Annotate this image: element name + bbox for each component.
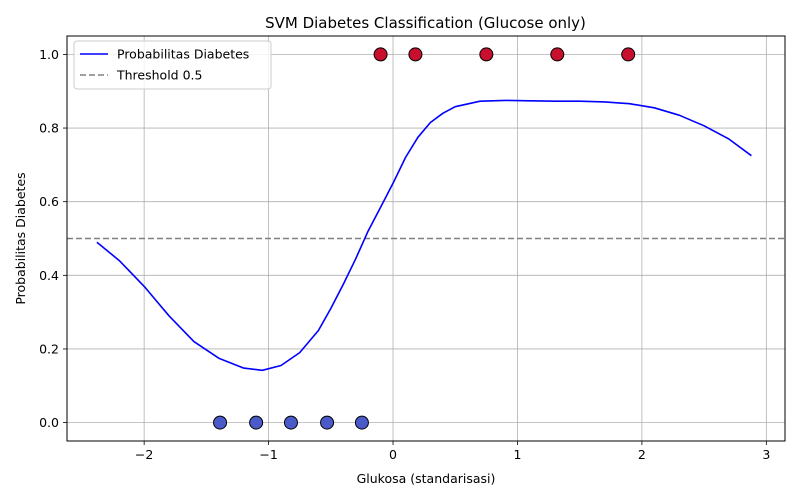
non-diabetes-point <box>283 415 298 430</box>
x-tick-label: 2 <box>638 447 646 462</box>
diabetes-point <box>550 47 565 62</box>
y-axis-label: Probabilitas Diabetes <box>13 172 28 304</box>
y-tick-label: 0.4 <box>39 268 59 283</box>
y-tick-label: 0.0 <box>39 415 59 430</box>
x-tick-label: 1 <box>513 447 521 462</box>
legend-label-threshold: Threshold 0.5 <box>116 68 202 83</box>
diabetes-point <box>479 47 494 62</box>
x-tick-label: 0 <box>389 447 397 462</box>
non-diabetes-point <box>249 415 264 430</box>
non-diabetes-point <box>213 415 228 430</box>
non-diabetes-point <box>320 415 335 430</box>
plot-frame <box>66 35 786 442</box>
x-tick-label: −2 <box>135 447 153 462</box>
x-axis-ticks: −2 −1 0 1 2 3 <box>135 441 770 462</box>
legend-label-probability: Probabilitas Diabetes <box>117 47 249 62</box>
legend: Probabilitas Diabetes Threshold 0.5 <box>73 40 272 90</box>
x-axis-label: Glukosa (standarisasi) <box>357 471 496 486</box>
diabetes-point <box>408 47 423 62</box>
diabetes-point <box>373 47 388 62</box>
x-tick-label: −1 <box>259 447 277 462</box>
legend-box <box>73 40 272 90</box>
y-tick-label: 0.2 <box>39 341 59 356</box>
y-axis-ticks: 0.0 0.2 0.4 0.6 0.8 1.0 <box>39 47 67 430</box>
points-layer <box>213 47 636 430</box>
diabetes-point <box>621 47 636 62</box>
curve-layer <box>96 99 752 372</box>
x-tick-label: 3 <box>762 447 770 462</box>
y-tick-label: 1.0 <box>39 47 59 62</box>
non-diabetes-point <box>354 415 369 430</box>
y-tick-label: 0.8 <box>39 121 59 136</box>
probability-curve <box>96 99 752 372</box>
chart-title: SVM Diabetes Classification (Glucose onl… <box>265 14 586 32</box>
y-tick-label: 0.6 <box>39 194 59 209</box>
